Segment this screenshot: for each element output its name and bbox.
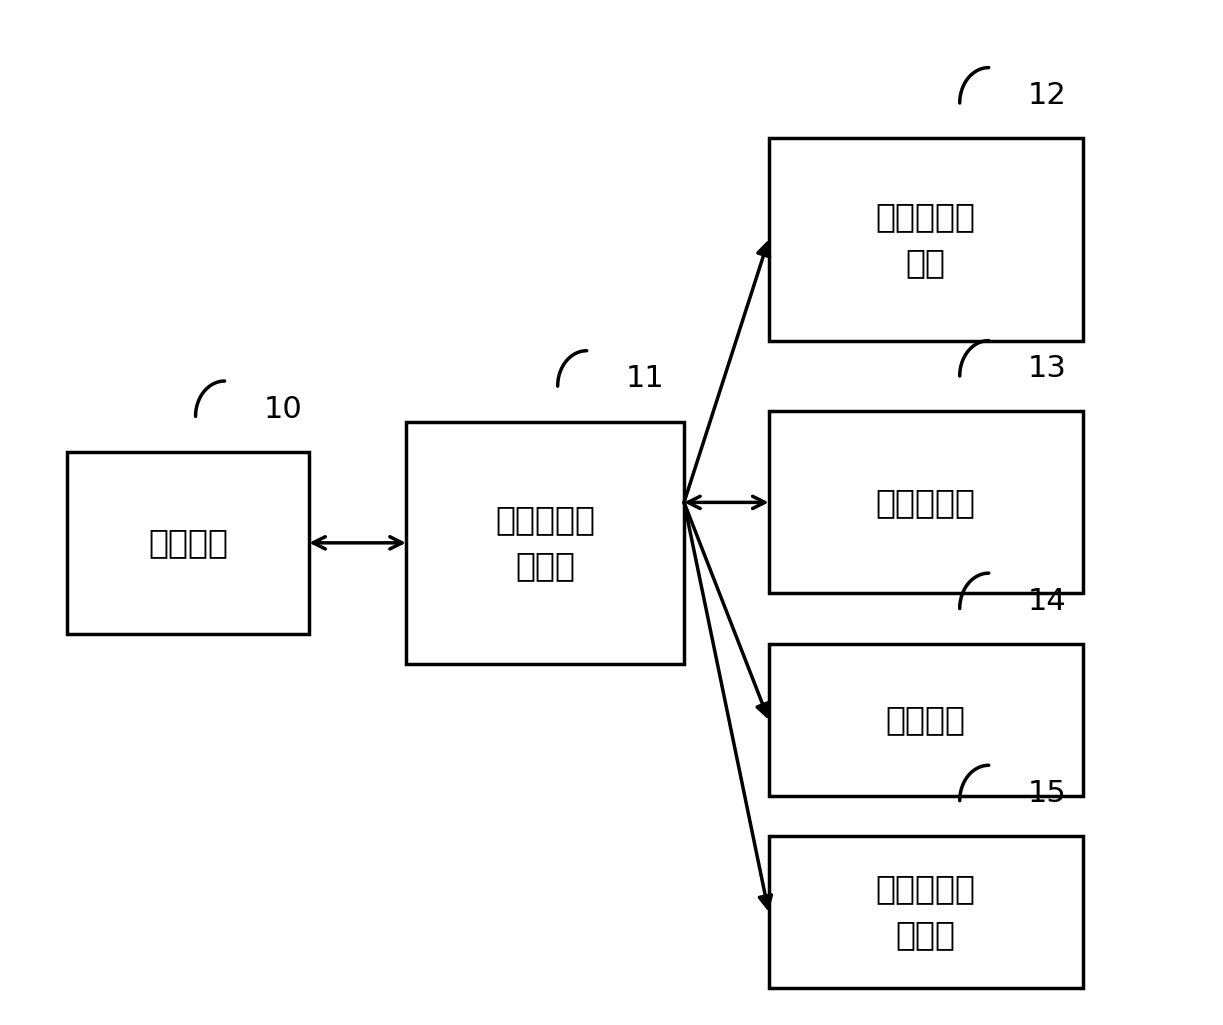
Bar xyxy=(769,138,1084,340)
Bar xyxy=(769,411,1084,593)
Text: 公交线路查
询平台: 公交线路查 询平台 xyxy=(495,503,596,582)
Text: 公交系统数
据库: 公交系统数 据库 xyxy=(876,200,976,279)
Text: 15: 15 xyxy=(1027,779,1066,808)
Text: 14: 14 xyxy=(1027,586,1066,616)
Text: 13: 13 xyxy=(1027,354,1066,383)
Text: 短消息中心: 短消息中心 xyxy=(876,486,976,519)
Bar xyxy=(406,421,684,664)
Text: 业务运营支
撑系统: 业务运营支 撑系统 xyxy=(876,872,976,951)
Text: 车载终端: 车载终端 xyxy=(885,703,966,736)
Text: 11: 11 xyxy=(625,364,664,394)
Bar xyxy=(769,836,1084,988)
Bar xyxy=(769,644,1084,795)
Bar xyxy=(67,452,309,633)
Text: 12: 12 xyxy=(1027,81,1066,110)
Text: 移动终端: 移动终端 xyxy=(148,526,229,560)
Text: 10: 10 xyxy=(263,395,302,423)
